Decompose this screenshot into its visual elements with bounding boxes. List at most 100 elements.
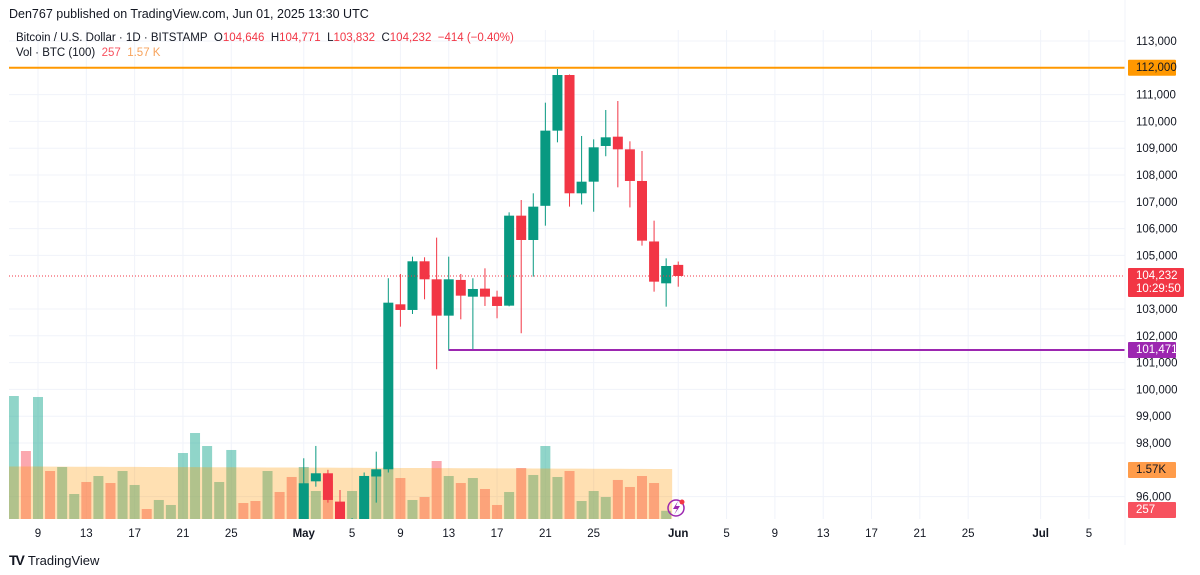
price-axis-label: 110,000	[1136, 116, 1177, 128]
high-value: 104,771	[279, 32, 321, 44]
candle-up	[467, 288, 478, 297]
price-axis-label: 103,000	[1136, 304, 1178, 316]
price-axis-label: 98,000	[1136, 438, 1171, 450]
low-label: L	[327, 32, 334, 44]
volume-bar	[528, 474, 539, 519]
candle-up	[310, 473, 321, 482]
low-value: 103,832	[333, 32, 376, 44]
candle-down	[673, 264, 684, 276]
date-axis-label: 9	[772, 528, 778, 540]
date-axis-label: 21	[539, 528, 552, 540]
volume-bar	[419, 496, 430, 519]
volume-bar	[600, 496, 611, 519]
volume-bar	[552, 476, 563, 519]
price-axis-label: 96,000	[1136, 492, 1171, 504]
candle-down	[455, 279, 466, 296]
plot-area	[9, 69, 684, 519]
volume-bar	[516, 468, 527, 519]
date-axis-label: 17	[865, 528, 878, 540]
price-axis-label: 99,000	[1136, 411, 1171, 423]
date-axis-label: 17	[491, 528, 504, 540]
volume-bar	[238, 503, 249, 519]
open-value: 104,646	[222, 32, 265, 44]
volume-bar	[492, 504, 503, 519]
date-axis-label: 9	[397, 528, 403, 540]
candle-down	[612, 136, 623, 150]
change-value: −414 (−0.40%)	[437, 32, 514, 44]
close-label: C	[381, 32, 390, 44]
volume-bar	[81, 481, 92, 519]
date-axis-label: 25	[962, 528, 975, 540]
date-axis-label: 5	[723, 528, 729, 540]
candle-up	[504, 215, 515, 306]
date-axis-label: Jul	[1032, 528, 1049, 540]
volume-bar	[33, 396, 43, 519]
candle-up	[540, 130, 551, 206]
lightning-bolt-icon	[673, 501, 680, 515]
volume-bar	[202, 446, 213, 519]
candle-up	[576, 181, 587, 194]
symbol-title[interactable]: Bitcoin / U.S. Dollar · 1D · BITSTAMP	[16, 32, 208, 44]
volume-bar	[105, 483, 116, 519]
price-axis-label: 102,000	[1136, 331, 1178, 343]
high-label: H	[270, 32, 280, 44]
brand-name: TradingView	[27, 552, 100, 568]
support-price-label: 101,471	[1136, 344, 1178, 356]
publisher-line: Den767 published on TradingView.com, Jun…	[9, 7, 369, 21]
volume-bar	[69, 494, 80, 519]
volume-last-label: 257	[1136, 504, 1155, 516]
volume-bar	[117, 471, 128, 519]
resistance-price-badge	[1128, 59, 1176, 76]
volume-bar	[57, 466, 68, 519]
price-axis-label: 108,000	[1136, 170, 1178, 182]
candle-down	[492, 296, 503, 306]
date-axis-label: 25	[587, 528, 600, 540]
volume-bar	[612, 479, 623, 519]
volume-bar	[165, 504, 176, 519]
volume-bar	[479, 489, 490, 519]
volume-bar	[637, 476, 647, 519]
candle-down	[649, 241, 660, 282]
candle-down	[516, 215, 527, 240]
candle-down	[431, 279, 442, 316]
candle-up	[661, 265, 672, 284]
volume-value: 257	[101, 47, 121, 59]
date-axis-label: Jun	[668, 528, 688, 540]
volume-ma-badge	[1128, 462, 1176, 478]
price-axis-label: 106,000	[1136, 224, 1178, 236]
last-price-label: 104,232	[1136, 270, 1178, 282]
volume-bar	[395, 478, 406, 519]
volume-bar	[262, 471, 273, 519]
candle-up	[371, 469, 382, 477]
price-axis-label: 100,000	[1136, 384, 1178, 396]
volume-bar	[455, 483, 466, 519]
volume-bar	[45, 471, 56, 519]
volume-ma-value: 1.57 K	[127, 47, 161, 59]
volume-bar	[153, 499, 164, 519]
close-value: 104,232	[389, 32, 432, 44]
volume-title[interactable]: Vol · BTC (100)	[16, 47, 96, 59]
price-axis-label: 111,000	[1136, 90, 1176, 102]
candle-down	[564, 75, 575, 194]
date-axis-label: 25	[225, 528, 238, 540]
price-axis-label: 109,000	[1136, 143, 1178, 155]
candle-up	[359, 475, 370, 519]
lightning-icon	[667, 499, 685, 517]
volume-bar	[93, 476, 104, 519]
volume-bar	[649, 483, 660, 519]
volume-bar	[347, 491, 358, 519]
notification-dot-icon	[679, 499, 685, 505]
volume-bar	[129, 484, 140, 519]
volume-bar	[226, 449, 237, 519]
volume-ma-label: 1.57K	[1136, 464, 1166, 476]
candle-up	[298, 483, 309, 519]
volume-bar	[177, 453, 188, 519]
volume-bar	[9, 396, 19, 519]
candle-up	[588, 147, 599, 182]
candle-down	[479, 288, 490, 297]
support-price-badge	[1128, 341, 1176, 358]
volume-last-badge	[1128, 502, 1176, 518]
footer-brand: TV TradingView	[9, 552, 99, 568]
chart-legend: Bitcoin / U.S. Dollar · 1D · BITSTAMP O1…	[16, 31, 514, 61]
